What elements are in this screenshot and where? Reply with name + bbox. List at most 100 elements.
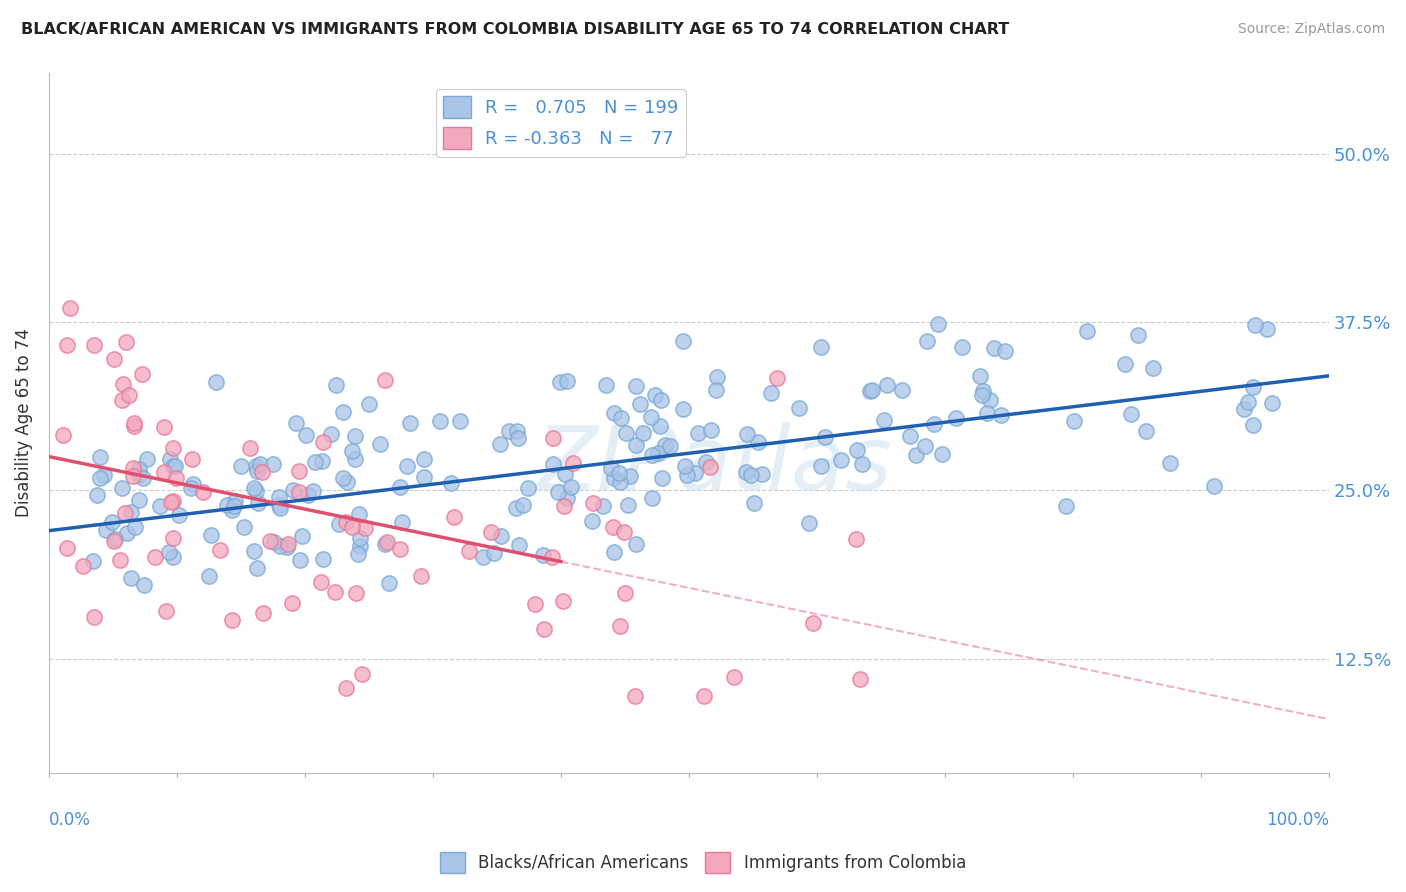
Point (994, 344, 1017, 359)
Point (814, 430, 837, 444)
Y-axis label: Disability Age 65 to 74: Disability Age 65 to 74 (15, 328, 32, 517)
Point (723, 670, 745, 684)
Point (458, 544, 481, 558)
Point (215, 498, 238, 512)
Point (221, 503, 243, 517)
Point (55, 338, 77, 352)
Point (613, 524, 636, 539)
Point (609, 475, 631, 490)
Point (699, 423, 721, 437)
Point (103, 534, 125, 549)
Point (128, 462, 150, 476)
Point (533, 622, 555, 636)
Point (82, 554, 104, 568)
Point (747, 434, 769, 449)
Point (658, 439, 681, 453)
Point (72, 558, 94, 573)
Point (631, 425, 654, 440)
Point (89, 471, 111, 485)
Point (1126, 327, 1149, 342)
Point (699, 460, 721, 475)
Point (162, 531, 184, 545)
Point (1063, 414, 1085, 428)
Point (114, 335, 136, 350)
Point (976, 406, 998, 420)
Point (950, 340, 973, 354)
Point (592, 499, 614, 513)
Point (349, 508, 371, 522)
Point (873, 413, 896, 427)
Point (245, 484, 267, 499)
Point (89, 450, 111, 464)
Point (553, 500, 575, 514)
Point (683, 467, 706, 481)
Point (344, 429, 367, 443)
Point (1232, 401, 1254, 416)
Point (246, 464, 269, 478)
Point (616, 498, 638, 512)
Point (740, 468, 762, 483)
Point (122, 419, 145, 434)
Point (399, 416, 422, 430)
Point (276, 540, 298, 554)
Point (860, 383, 883, 397)
Point (803, 615, 825, 630)
Point (613, 586, 636, 600)
Point (628, 397, 651, 411)
Text: ZIPatlas: ZIPatlas (537, 422, 893, 508)
Point (766, 371, 789, 385)
Point (505, 500, 527, 515)
Text: Source: ZipAtlas.com: Source: ZipAtlas.com (1237, 22, 1385, 37)
Point (291, 529, 314, 543)
Point (735, 465, 758, 479)
Point (259, 534, 281, 549)
Point (479, 525, 502, 540)
Point (124, 519, 146, 533)
Point (672, 334, 695, 349)
Point (325, 378, 347, 392)
Point (52, 428, 75, 442)
Point (267, 490, 290, 504)
Point (498, 424, 520, 438)
Point (94, 523, 117, 537)
Point (239, 442, 262, 456)
Point (506, 431, 529, 445)
Point (704, 383, 727, 397)
Point (651, 471, 673, 485)
Legend: Blacks/African Americans, Immigrants from Colombia: Blacks/African Americans, Immigrants fro… (433, 846, 973, 880)
Point (343, 451, 366, 466)
Point (648, 419, 671, 434)
Point (512, 498, 534, 512)
Point (599, 460, 621, 475)
Point (181, 451, 204, 466)
Point (263, 534, 285, 549)
Point (607, 466, 630, 480)
Point (111, 482, 134, 496)
Point (969, 369, 991, 384)
Point (247, 496, 270, 510)
Point (551, 594, 574, 608)
Point (561, 456, 583, 470)
Point (849, 672, 872, 686)
Point (375, 535, 398, 549)
Point (122, 417, 145, 431)
Point (471, 549, 494, 564)
Point (541, 550, 564, 565)
Point (354, 521, 377, 535)
Point (389, 541, 412, 556)
Point (328, 516, 350, 531)
Point (180, 481, 202, 495)
Point (640, 491, 662, 505)
Point (83, 338, 105, 352)
Point (221, 613, 243, 627)
Point (1135, 424, 1157, 438)
Point (602, 520, 624, 534)
Point (603, 471, 626, 485)
Point (378, 576, 401, 591)
Point (443, 509, 465, 524)
Point (644, 388, 666, 402)
Point (323, 585, 346, 599)
Point (654, 438, 676, 452)
Point (357, 397, 380, 411)
Point (249, 457, 271, 471)
